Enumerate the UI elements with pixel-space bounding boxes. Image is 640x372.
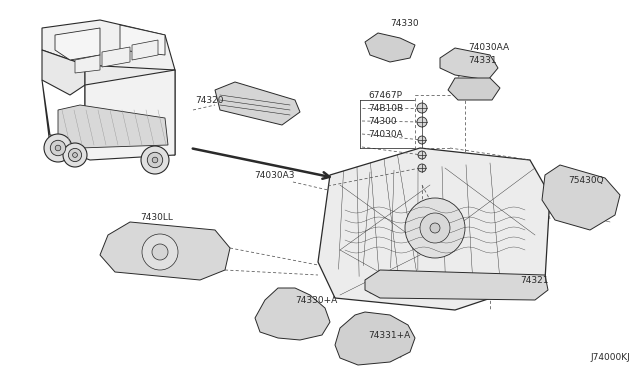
Polygon shape [440, 48, 498, 80]
Circle shape [152, 244, 168, 260]
Circle shape [430, 223, 440, 233]
Circle shape [63, 143, 87, 167]
Text: 74030A3: 74030A3 [255, 171, 295, 180]
Text: 74331: 74331 [468, 56, 497, 65]
Polygon shape [318, 148, 550, 310]
Circle shape [418, 164, 426, 172]
Polygon shape [102, 47, 130, 67]
Text: 74330: 74330 [390, 19, 419, 28]
Text: 74030AA: 74030AA [468, 43, 509, 52]
Text: 7430LL: 7430LL [140, 213, 173, 222]
Text: 74331+A: 74331+A [368, 331, 410, 340]
Polygon shape [100, 222, 230, 280]
Circle shape [44, 134, 72, 162]
Polygon shape [120, 25, 165, 55]
Polygon shape [75, 55, 100, 73]
Text: 74320: 74320 [195, 96, 223, 105]
Polygon shape [58, 105, 168, 148]
Text: 74300: 74300 [368, 117, 397, 126]
Polygon shape [255, 288, 330, 340]
Polygon shape [42, 70, 175, 160]
Circle shape [152, 157, 158, 163]
Text: J74000KJ: J74000KJ [590, 353, 630, 362]
Polygon shape [55, 28, 100, 60]
Polygon shape [365, 33, 415, 62]
Polygon shape [448, 78, 500, 100]
Polygon shape [42, 20, 175, 75]
Text: 74321: 74321 [520, 276, 548, 285]
Circle shape [147, 152, 163, 168]
Circle shape [418, 151, 426, 159]
Polygon shape [335, 312, 415, 365]
Circle shape [405, 198, 465, 258]
Circle shape [417, 117, 427, 127]
Circle shape [420, 213, 450, 243]
Circle shape [417, 103, 427, 113]
Polygon shape [85, 65, 175, 155]
Text: 74330+A: 74330+A [295, 296, 337, 305]
Circle shape [68, 148, 82, 161]
Circle shape [51, 140, 66, 156]
Circle shape [142, 234, 178, 270]
Text: 74030A: 74030A [368, 130, 403, 139]
Circle shape [55, 145, 61, 151]
Polygon shape [215, 82, 300, 125]
Text: 67467P: 67467P [368, 91, 402, 100]
Polygon shape [132, 40, 158, 60]
Polygon shape [365, 270, 548, 300]
Polygon shape [542, 165, 620, 230]
Circle shape [72, 153, 77, 157]
Text: 74B10B: 74B10B [368, 104, 403, 113]
Circle shape [141, 146, 169, 174]
Polygon shape [42, 50, 85, 95]
Text: 75430Q: 75430Q [568, 176, 604, 185]
Circle shape [418, 136, 426, 144]
